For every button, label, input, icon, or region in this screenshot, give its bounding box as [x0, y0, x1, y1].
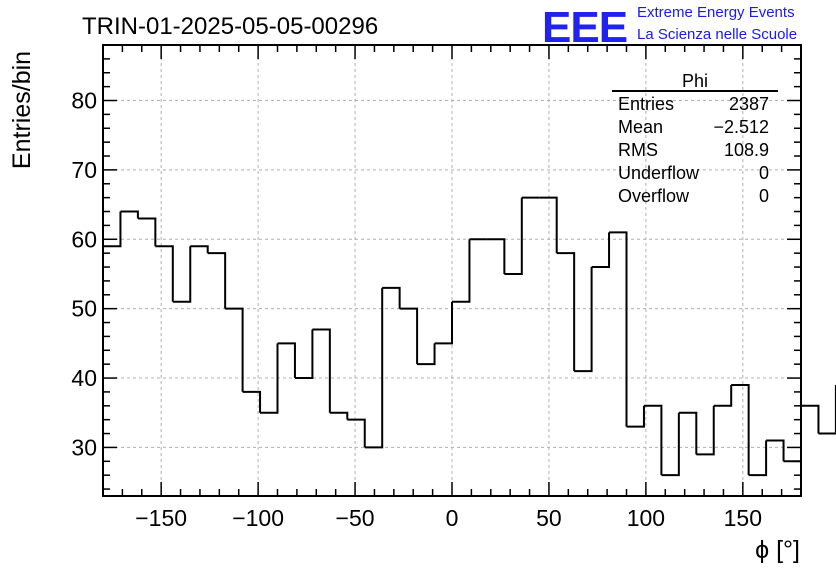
x-tick-label: 100	[627, 505, 665, 531]
x-tick-label: 150	[724, 505, 762, 531]
stats-entries-label: Entries	[618, 94, 674, 114]
histogram-bin	[486, 238, 506, 274]
stats-rms-label: RMS	[618, 140, 658, 160]
histogram-bin	[591, 232, 611, 269]
histogram-bin	[574, 267, 593, 373]
axes: −150 −100 −50 0 50 100 150 30 40 50 60 70 80	[71, 44, 802, 531]
stats-title: Phi	[682, 71, 708, 91]
histogram-bin	[643, 404, 663, 476]
histogram-bin	[434, 301, 453, 345]
histogram-bin	[155, 245, 174, 302]
histogram-bin	[364, 287, 384, 449]
logo-letters: EEE	[542, 3, 627, 52]
x-tick-label: −50	[336, 505, 375, 531]
y-tick-label: 30	[71, 434, 97, 460]
stats-overflow-label: Overflow	[618, 186, 690, 206]
histogram-bin	[731, 383, 750, 476]
histogram-bin	[417, 343, 436, 366]
run-title: TRIN-01-2025-05-05-00296	[82, 13, 378, 40]
stats-box: Phi Entries 2387 Mean −2.512 RMS 108.9 U…	[612, 71, 778, 206]
histogram-bin	[172, 246, 192, 303]
y-axis-title: Entries/bin	[8, 51, 36, 169]
histogram-bin	[399, 307, 419, 365]
histogram-bin	[329, 411, 349, 420]
histogram-bin	[696, 405, 715, 456]
stats-overflow-value: 0	[759, 186, 769, 206]
histogram-bin	[225, 307, 244, 392]
x-axis-title: ϕ [°]	[755, 536, 800, 564]
histogram	[103, 196, 836, 477]
histogram-bin	[539, 196, 558, 254]
y-tick-label: 70	[71, 157, 97, 183]
stats-entries-value: 2387	[729, 94, 769, 114]
y-tick-label: 50	[71, 296, 97, 322]
histogram-bin	[504, 197, 523, 275]
x-tick-label: 0	[446, 505, 459, 531]
stats-underflow-value: 0	[759, 163, 769, 183]
histogram-bin	[347, 418, 366, 448]
histogram-bin	[382, 286, 401, 309]
logo-line-1: Extreme Energy Events	[637, 4, 795, 21]
histogram-bin	[312, 328, 331, 413]
histogram-bin	[818, 384, 836, 435]
stats-rms-value: 108.9	[724, 140, 769, 160]
histogram-bin	[452, 239, 471, 303]
histogram-bin	[277, 342, 296, 379]
x-tick-label: 50	[536, 505, 562, 531]
histogram-bin	[294, 329, 314, 380]
stats-mean-label: Mean	[618, 117, 663, 137]
x-tick-label: −150	[135, 505, 187, 531]
histogram-bin	[609, 231, 628, 427]
grid	[103, 45, 801, 496]
histogram-bin	[242, 390, 262, 413]
histogram-bin	[713, 384, 733, 407]
histogram-bin	[801, 404, 820, 434]
logo-line-2: La Scienza nelle Scuole	[637, 26, 797, 43]
histogram-bin	[137, 217, 157, 247]
y-tick-label: 60	[71, 226, 97, 252]
y-tick-label: 40	[71, 365, 97, 391]
histogram-bin	[661, 412, 680, 477]
histogram-bin	[678, 411, 698, 455]
histogram-bin	[103, 211, 122, 248]
y-tick-label: 80	[71, 88, 97, 114]
histogram-bin	[190, 245, 209, 254]
histogram-bin	[120, 210, 139, 219]
histogram-bin	[766, 439, 785, 462]
histogram-bin	[556, 252, 576, 372]
eee-logo: EEE Extreme Energy Events La Scienza nel…	[542, 3, 797, 52]
stats-underflow-label: Underflow	[618, 163, 700, 183]
x-tick-label: −100	[232, 505, 284, 531]
histogram-bin	[626, 405, 645, 428]
histogram-bin	[260, 343, 279, 414]
histogram-bin	[207, 252, 227, 309]
stats-mean-value: −2.512	[713, 117, 769, 137]
histogram-bin	[748, 440, 768, 477]
